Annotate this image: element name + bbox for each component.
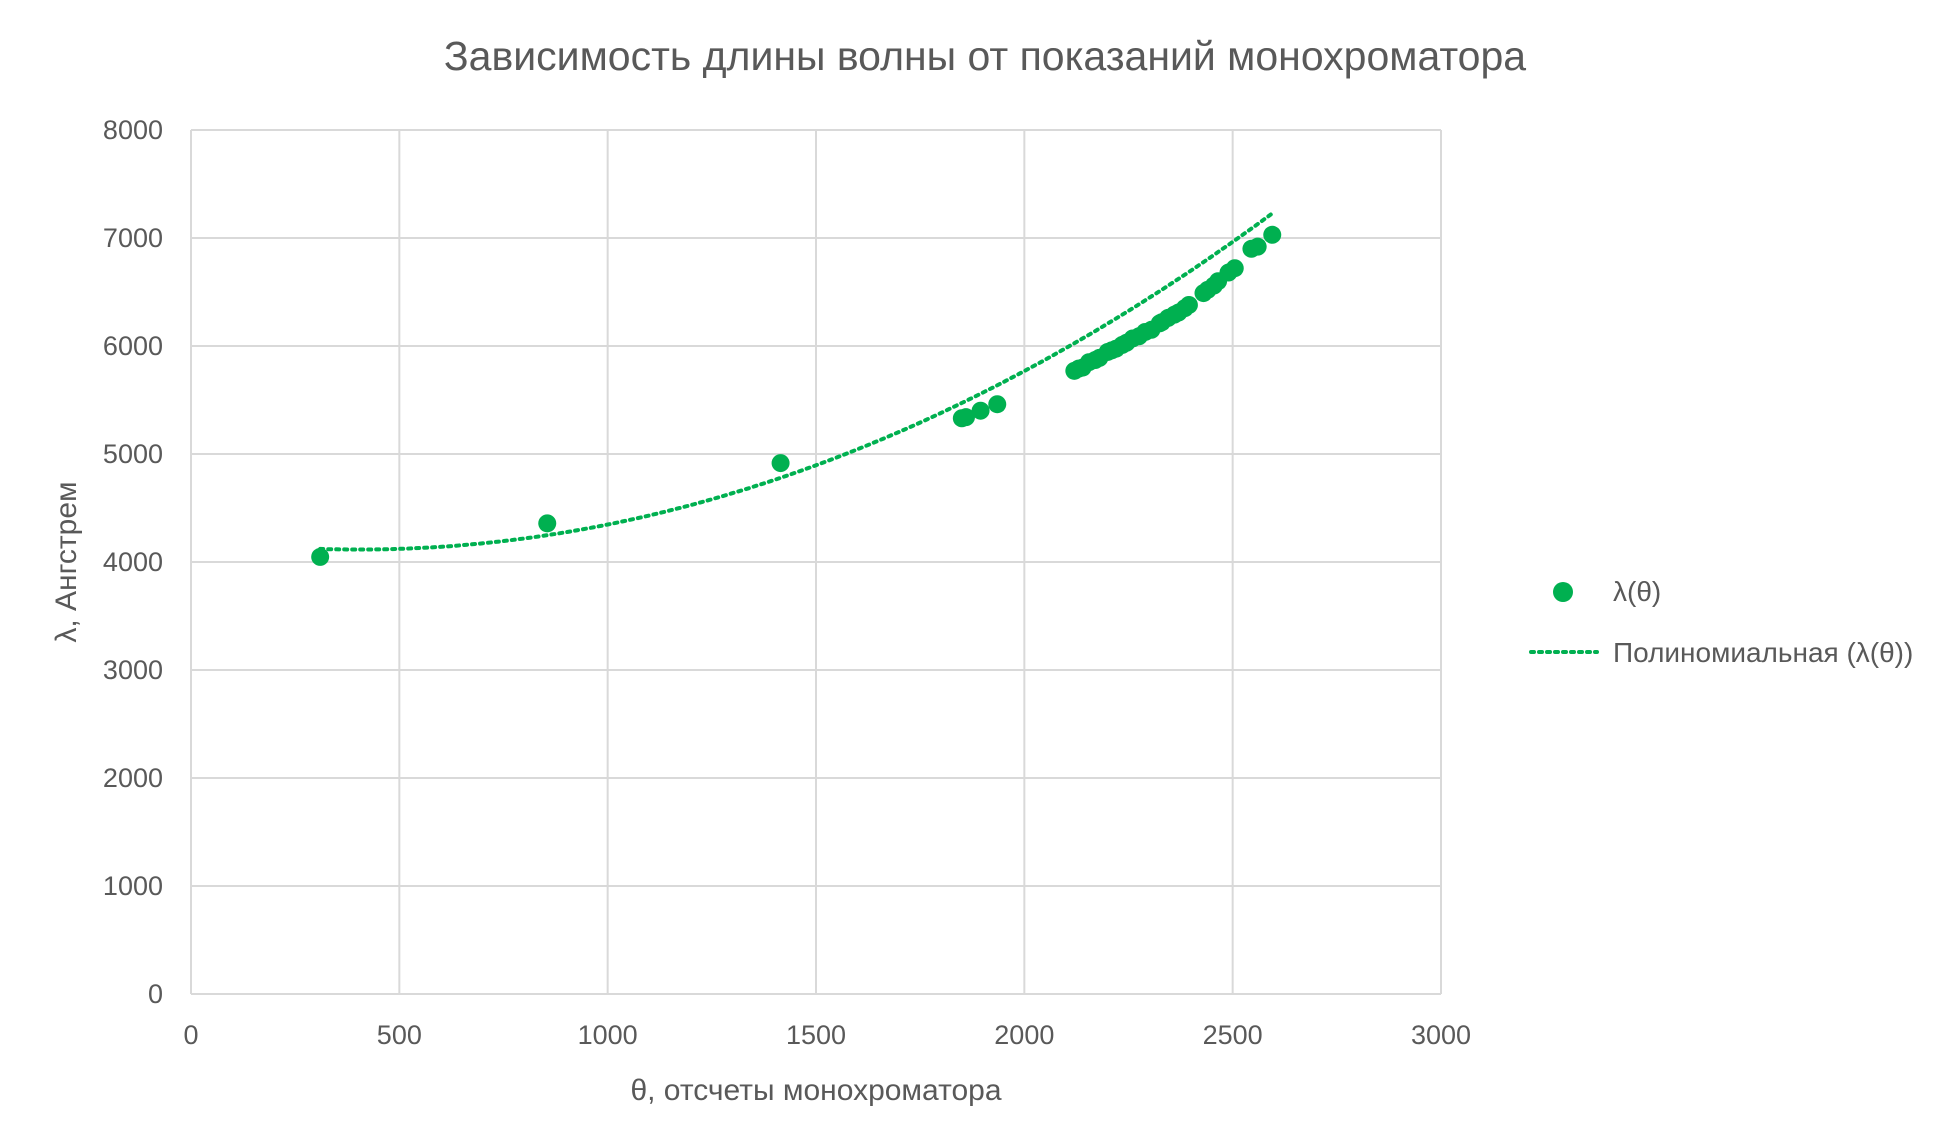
x-tick-label: 0 [183, 1020, 198, 1050]
x-axis-label: θ, отсчеты монохроматора [630, 1074, 1001, 1107]
x-tick-label: 2000 [994, 1020, 1054, 1050]
legend-label-scatter: λ(θ) [1613, 576, 1661, 607]
data-point [1248, 237, 1267, 256]
data-point [957, 408, 975, 427]
chart-title: Зависимость длины волны от показаний мон… [444, 33, 1526, 79]
legend-marker-scatter [1553, 582, 1573, 602]
data-point [988, 395, 1007, 414]
data-point [1225, 259, 1244, 278]
y-axis-label: λ, Ангстрем [50, 481, 83, 642]
scatter-series [311, 225, 1282, 566]
x-tick-label: 1000 [578, 1020, 638, 1050]
x-tick-label: 500 [377, 1020, 422, 1050]
y-tick-label: 2000 [103, 763, 163, 793]
data-point [771, 454, 790, 473]
y-tick-label: 4000 [103, 547, 163, 577]
y-tick-label: 8000 [103, 115, 163, 145]
data-point [1179, 295, 1198, 314]
y-tick-label: 1000 [103, 871, 163, 901]
y-tick-label: 6000 [103, 331, 163, 361]
data-point [971, 401, 990, 420]
y-tick-label: 0 [148, 979, 163, 1009]
legend-label-trendline: Полиномиальная (λ(θ)) [1613, 637, 1913, 668]
x-tick-label: 3000 [1411, 1020, 1471, 1050]
data-point [1263, 225, 1282, 244]
y-tick-label: 7000 [103, 223, 163, 253]
y-tick-label: 5000 [103, 439, 163, 469]
data-point [538, 514, 557, 533]
data-point [311, 547, 330, 566]
legend: λ(θ) Полиномиальная (λ(θ)) [1529, 576, 1913, 668]
trendline-series [318, 211, 1275, 552]
y-tick-label: 3000 [103, 655, 163, 685]
x-tick-label: 1500 [786, 1020, 846, 1050]
x-tick-label: 2500 [1203, 1020, 1263, 1050]
grid [190, 129, 1442, 995]
